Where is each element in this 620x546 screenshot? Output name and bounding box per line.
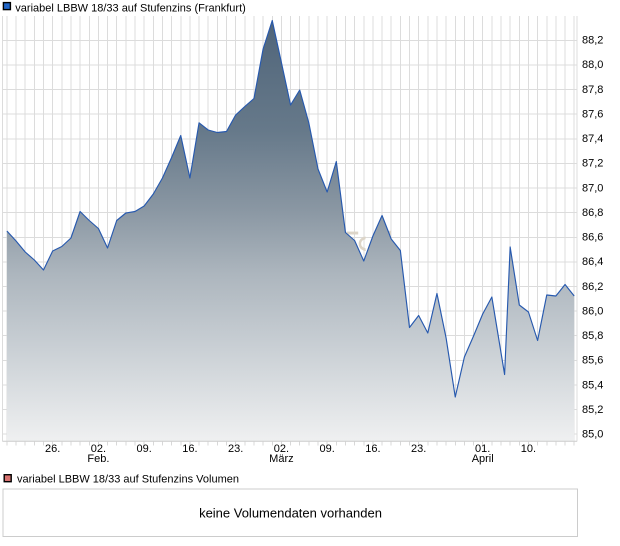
- svg-text:87,8: 87,8: [582, 84, 603, 96]
- svg-text:16.: 16.: [365, 443, 380, 455]
- svg-text:85,0: 85,0: [582, 429, 603, 441]
- svg-text:86,2: 86,2: [582, 281, 603, 293]
- svg-text:09.: 09.: [137, 443, 152, 455]
- svg-text:02.: 02.: [91, 443, 106, 455]
- svg-text:88,0: 88,0: [582, 59, 603, 71]
- svg-text:16.: 16.: [182, 443, 197, 455]
- svg-text:87,0: 87,0: [582, 182, 603, 194]
- svg-text:26.: 26.: [45, 443, 60, 455]
- svg-text:10.: 10.: [521, 443, 536, 455]
- svg-text:Feb.: Feb.: [87, 453, 109, 465]
- svg-text:variabel LBBW 18/33 auf Stufen: variabel LBBW 18/33 auf Stufenzins Volum…: [17, 473, 239, 485]
- svg-text:87,2: 87,2: [582, 158, 603, 170]
- svg-text:86,0: 86,0: [582, 305, 603, 317]
- svg-text:86,4: 86,4: [582, 256, 603, 268]
- svg-text:09.: 09.: [320, 443, 335, 455]
- svg-text:85,8: 85,8: [582, 330, 603, 342]
- svg-text:85,6: 85,6: [582, 355, 603, 367]
- svg-text:März: März: [269, 453, 293, 465]
- svg-text:April: April: [472, 453, 494, 465]
- svg-text:02.: 02.: [274, 443, 289, 455]
- svg-text:85,2: 85,2: [582, 404, 603, 416]
- svg-text:keine Volumendaten vorhanden: keine Volumendaten vorhanden: [199, 505, 382, 520]
- svg-text:87,4: 87,4: [582, 133, 603, 145]
- svg-text:01.: 01.: [475, 443, 490, 455]
- svg-text:86,6: 86,6: [582, 232, 603, 244]
- svg-text:86,8: 86,8: [582, 207, 603, 219]
- svg-text:87,6: 87,6: [582, 108, 603, 120]
- svg-text:variabel LBBW 18/33 auf Stufen: variabel LBBW 18/33 auf Stufenzins (Fran…: [15, 3, 246, 15]
- svg-text:23.: 23.: [228, 443, 243, 455]
- svg-text:23.: 23.: [411, 443, 426, 455]
- svg-text:85,4: 85,4: [582, 379, 603, 391]
- svg-text:88,2: 88,2: [582, 35, 603, 47]
